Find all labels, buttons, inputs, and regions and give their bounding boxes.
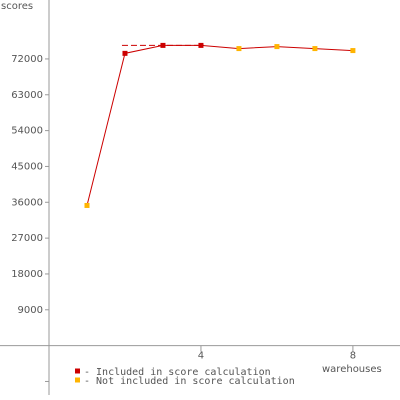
data-point: [350, 48, 356, 54]
legend-swatch: [75, 377, 80, 383]
x-tick-label: 8: [350, 351, 356, 362]
data-point: [160, 42, 166, 48]
y-tick-label: 72000: [11, 54, 43, 65]
legend-swatch: [75, 368, 80, 374]
y-axis-label: scores: [1, 1, 33, 12]
y-tick-label: 27000: [11, 233, 43, 244]
data-line: [86, 44, 353, 206]
data-point: [312, 46, 318, 52]
legend-label: - Not included in score calculation: [84, 376, 295, 387]
y-tick-label: 54000: [11, 126, 43, 137]
y-tick-label: 45000: [11, 161, 43, 172]
y-tick-label: 9000: [18, 305, 43, 316]
y-tick-label: 36000: [11, 197, 43, 208]
legend-label: - Included in score calculation: [84, 367, 271, 378]
data-point: [84, 202, 90, 208]
x-axis-label: warehouses: [322, 364, 382, 375]
y-tick-label: 18000: [11, 269, 43, 280]
x-tick-label: 4: [198, 351, 204, 362]
data-point: [274, 44, 280, 50]
data-point: [236, 46, 242, 52]
data-point: [198, 42, 204, 48]
data-point: [122, 50, 128, 56]
y-tick-label: 63000: [11, 90, 43, 101]
